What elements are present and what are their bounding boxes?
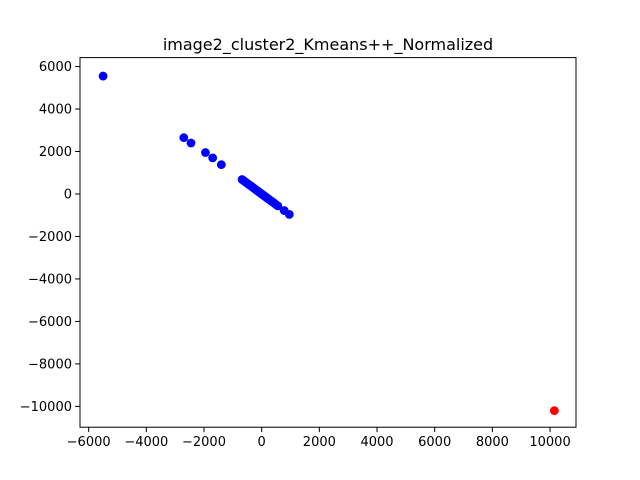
x-tick-label: 10000 bbox=[529, 435, 570, 450]
x-tick-label: 2000 bbox=[303, 435, 336, 450]
plot-frame bbox=[79, 57, 577, 428]
data-point bbox=[201, 148, 210, 157]
x-tick-label: −2000 bbox=[182, 435, 226, 450]
x-axis: −6000 −4000 −2000 0 2000 4000 6000 8000 10000 bbox=[67, 427, 571, 450]
data-point bbox=[98, 71, 108, 81]
data-point bbox=[216, 160, 226, 170]
x-tick-label: 0 bbox=[258, 435, 266, 450]
chart-title: image2_cluster2_Kmeans++_Normalized bbox=[163, 35, 493, 55]
y-tick-label: −10000 bbox=[20, 400, 72, 415]
data-point bbox=[273, 201, 283, 211]
data-point bbox=[208, 153, 218, 163]
x-tick-label: 6000 bbox=[418, 435, 451, 450]
y-tick-label: 6000 bbox=[39, 60, 72, 75]
y-tick-label: −6000 bbox=[28, 315, 72, 330]
y-axis: −10000 −8000 −6000 −4000 −2000 0 2000 4000 6000 bbox=[20, 60, 80, 415]
x-tick-label: −4000 bbox=[124, 435, 168, 450]
y-tick-label: 0 bbox=[64, 187, 72, 202]
y-tick-label: −4000 bbox=[28, 272, 72, 287]
data-point bbox=[186, 138, 196, 148]
data-point bbox=[549, 406, 559, 416]
points-layer bbox=[98, 71, 559, 416]
data-point bbox=[284, 209, 294, 219]
y-tick-label: −2000 bbox=[28, 230, 72, 245]
y-tick-label: 2000 bbox=[39, 145, 72, 160]
y-tick-label: −8000 bbox=[28, 357, 72, 372]
x-tick-label: 4000 bbox=[360, 435, 393, 450]
data-point bbox=[179, 133, 189, 143]
x-tick-label: 8000 bbox=[476, 435, 509, 450]
x-tick-label: −6000 bbox=[67, 435, 111, 450]
y-tick-label: 4000 bbox=[39, 103, 72, 118]
